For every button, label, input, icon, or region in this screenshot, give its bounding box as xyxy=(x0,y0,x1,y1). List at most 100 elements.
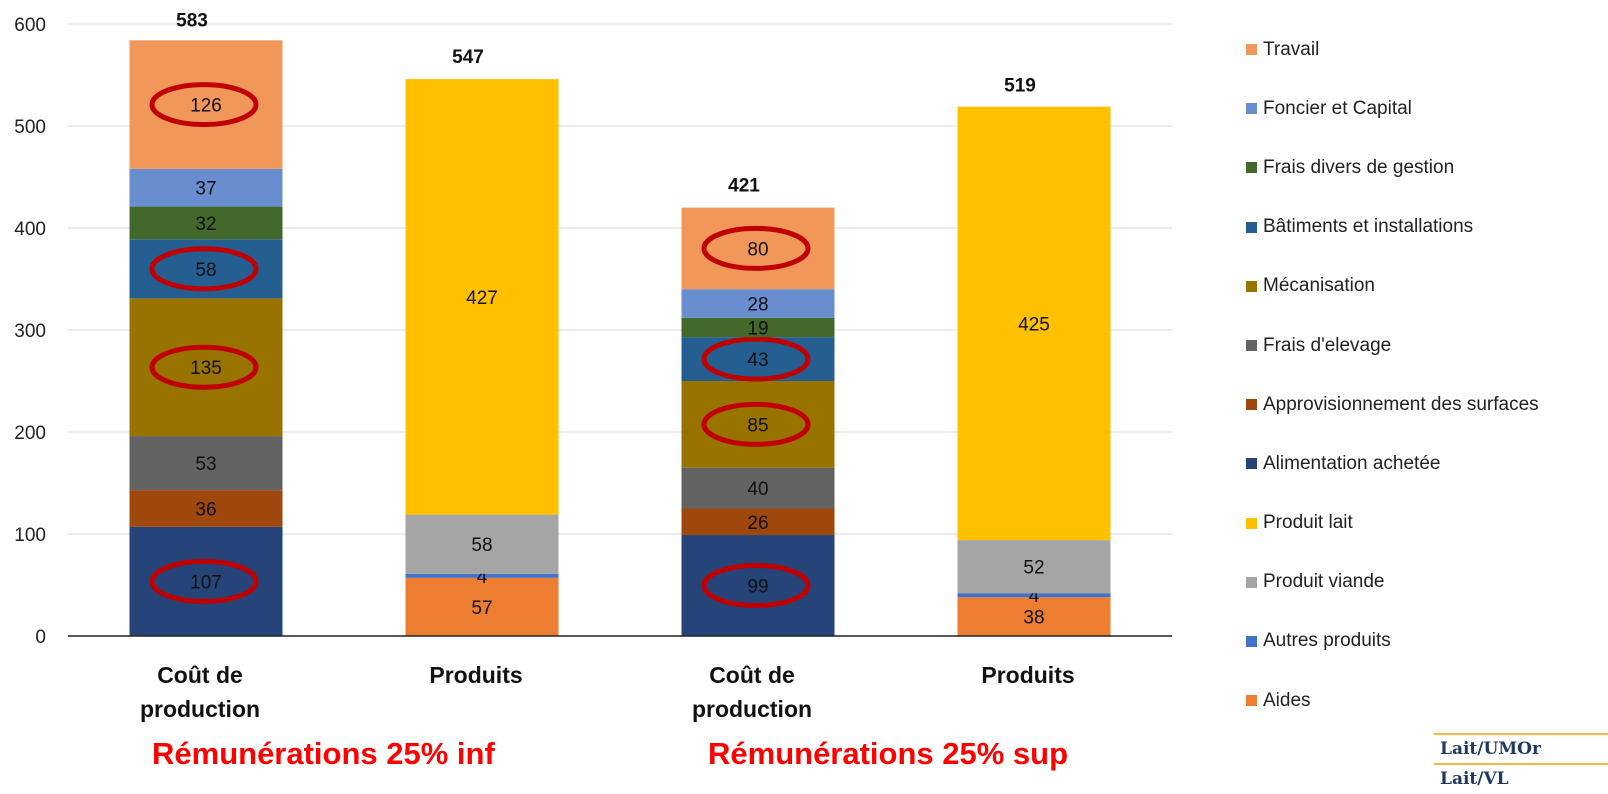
data-label: 26 xyxy=(747,513,768,534)
bar-segment-produit-lait xyxy=(957,106,1111,541)
highlight-circle xyxy=(149,344,259,390)
legend-item: Produit viande xyxy=(1246,553,1606,612)
y-tick-label: 200 xyxy=(14,423,46,444)
ratio-table: Lait/UMOr Lait/VL xyxy=(1434,733,1608,793)
highlight-circle xyxy=(149,82,259,128)
x-category-label: Coût de xyxy=(709,662,795,688)
legend-swatch xyxy=(1246,635,1257,647)
bar-segment-aides xyxy=(405,577,559,636)
bar-segment-autres-produits xyxy=(405,573,559,578)
data-label: 99 xyxy=(747,577,768,598)
legend-swatch xyxy=(1246,399,1257,411)
stacked-bar-chart: 0 100 200 300 400 500 600 107 36 53 135 58 32 37 126 58… xyxy=(14,10,1172,722)
legend-item: Mécanisation xyxy=(1246,257,1606,316)
data-label: 40 xyxy=(747,479,768,500)
y-tick-label: 300 xyxy=(14,321,46,342)
legend-label: Frais d'elevage xyxy=(1263,334,1392,356)
bar-segment-frais-divers-de-gestion xyxy=(681,317,835,338)
bar-segment-approvisionnement-des-surfaces xyxy=(681,508,835,536)
bar-segment-produit-lait xyxy=(405,79,559,515)
data-label: 85 xyxy=(747,415,768,436)
total-label: 519 xyxy=(1004,76,1036,97)
data-label: 425 xyxy=(1018,314,1050,335)
total-label: 583 xyxy=(176,10,208,31)
data-label: 427 xyxy=(466,288,498,309)
chart-legend: Travail Foncier et Capital Frais divers de… xyxy=(1246,20,1606,730)
legend-swatch xyxy=(1246,162,1257,174)
legend-swatch xyxy=(1246,280,1257,292)
legend-label: Autres produits xyxy=(1263,630,1391,652)
bar-segment-approvisionnement-des-surfaces xyxy=(129,490,283,527)
data-label: 4 xyxy=(477,567,488,588)
data-label: 43 xyxy=(747,350,768,371)
bar-segment-aides xyxy=(957,597,1111,636)
legend-label: Approvisionnement des surfaces xyxy=(1263,393,1539,415)
data-label: 107 xyxy=(190,572,222,593)
legend-label: Mécanisation xyxy=(1263,275,1375,297)
y-tick-label: 100 xyxy=(14,525,46,546)
legend-swatch xyxy=(1246,458,1257,470)
legend-swatch xyxy=(1246,517,1257,529)
caption-left: Rémunérations 25% inf xyxy=(152,736,495,771)
bar-segment-produit-viande xyxy=(957,540,1111,594)
legend-label: Bâtiments et installations xyxy=(1263,216,1474,238)
data-label: 28 xyxy=(747,294,768,315)
highlight-circle xyxy=(701,225,811,271)
legend-item: Approvisionnement des surfaces xyxy=(1246,375,1606,434)
highlight-circle xyxy=(149,558,259,604)
legend-item: Aides xyxy=(1246,671,1606,730)
legend-label: Foncier et Capital xyxy=(1263,97,1412,119)
legend-label: Aides xyxy=(1263,689,1311,711)
x-category-label: production xyxy=(692,696,812,722)
bar-segment-frais-d-elevage xyxy=(681,467,835,509)
total-label: 421 xyxy=(728,176,760,197)
legend-swatch xyxy=(1246,103,1257,115)
legend-label: Produit viande xyxy=(1263,571,1385,593)
data-label: 80 xyxy=(747,239,768,260)
bar-segment-autres-produits xyxy=(957,593,1111,598)
data-label: 53 xyxy=(195,454,216,475)
legend-label: Produit lait xyxy=(1263,512,1353,534)
legend-item: Foncier et Capital xyxy=(1246,79,1606,138)
data-label: 4 xyxy=(1029,586,1040,607)
y-tick-label: 0 xyxy=(35,627,46,648)
caption-right: Rémunérations 25% sup xyxy=(708,736,1069,771)
data-label: 58 xyxy=(195,260,216,281)
legend-swatch xyxy=(1246,340,1257,352)
data-label: 36 xyxy=(195,500,216,521)
data-label: 135 xyxy=(190,358,222,379)
legend-item: Alimentation achetée xyxy=(1246,434,1606,493)
highlight-circle xyxy=(149,246,259,292)
legend-item: Produit lait xyxy=(1246,494,1606,553)
legend-item: Travail xyxy=(1246,20,1606,79)
bar-segment-foncier-et-capital xyxy=(129,168,283,207)
bar-segment-frais-divers-de-gestion xyxy=(129,206,283,240)
data-label: 126 xyxy=(190,96,222,117)
highlight-circle xyxy=(701,563,811,609)
legend-label: Frais divers de gestion xyxy=(1263,156,1455,178)
total-label: 547 xyxy=(452,47,484,68)
legend-label: Travail xyxy=(1263,38,1320,60)
x-category-label: Coût de xyxy=(157,662,243,688)
x-category-label: production xyxy=(140,696,260,722)
legend-item: Bâtiments et installations xyxy=(1246,198,1606,257)
data-label: 37 xyxy=(195,179,216,200)
x-category-label: Produits xyxy=(429,662,522,688)
data-label: 32 xyxy=(195,214,216,235)
legend-item: Frais divers de gestion xyxy=(1246,138,1606,197)
bar-segment-frais-d-elevage xyxy=(129,436,283,491)
data-label: 19 xyxy=(747,318,768,339)
legend-item: Frais d'elevage xyxy=(1246,316,1606,375)
ratio-row-lait-umor: Lait/UMOr xyxy=(1434,733,1608,764)
legend-swatch xyxy=(1246,576,1257,588)
highlight-circle xyxy=(701,336,811,382)
bar-segment-produit-viande xyxy=(405,514,559,574)
data-label: 52 xyxy=(1023,558,1044,579)
legend-item: Autres produits xyxy=(1246,612,1606,671)
y-tick-label: 500 xyxy=(14,117,46,138)
x-category-label: Produits xyxy=(981,662,1074,688)
y-tick-label: 600 xyxy=(14,15,46,36)
data-label: 58 xyxy=(471,535,492,556)
highlight-circle xyxy=(701,401,811,447)
y-tick-label: 400 xyxy=(14,219,46,240)
